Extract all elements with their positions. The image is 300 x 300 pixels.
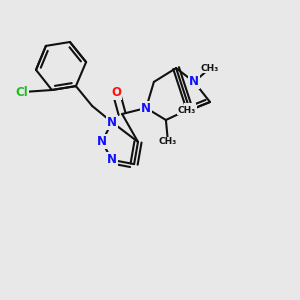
- Text: CH₃: CH₃: [201, 64, 219, 73]
- Text: CH₃: CH₃: [178, 106, 196, 115]
- Text: N: N: [185, 103, 195, 117]
- Text: N: N: [189, 75, 199, 88]
- Text: Cl: Cl: [16, 85, 28, 99]
- Text: N: N: [141, 101, 151, 115]
- Text: N: N: [107, 153, 117, 167]
- Text: O: O: [111, 85, 121, 99]
- Text: N: N: [107, 116, 117, 129]
- Text: N: N: [97, 135, 107, 148]
- Text: CH₃: CH₃: [159, 137, 177, 146]
